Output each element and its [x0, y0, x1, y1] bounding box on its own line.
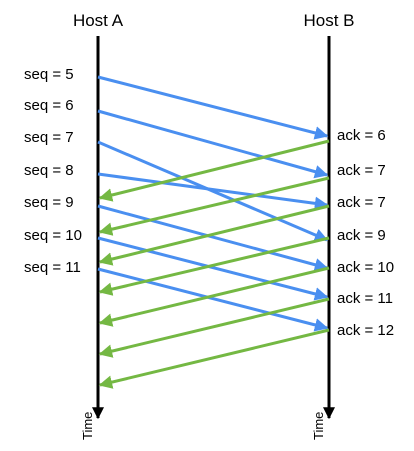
ack-label: ack = 12: [337, 322, 394, 339]
segment-seq-10: [97, 236, 329, 301]
ack-label: ack = 9: [337, 227, 386, 244]
ack-label: ack = 6: [337, 127, 386, 144]
seq-label: seq = 11: [24, 259, 81, 276]
ack-label: ack = 7: [337, 194, 386, 211]
host-a-time-label: Time: [80, 412, 95, 440]
ack-arrow-3: [98, 204, 330, 266]
seq-label: seq = 9: [24, 194, 74, 211]
segment-seq-9: [97, 204, 329, 272]
seq-label: seq = 5: [24, 66, 74, 83]
host-b-title: Host B: [303, 11, 354, 30]
ack-arrow-2: [98, 176, 330, 236]
seq-label: seq = 7: [24, 129, 74, 146]
segment-seq-6: [97, 109, 329, 179]
segment-seq-11: [97, 267, 329, 332]
ack-arrow-7: [98, 328, 330, 389]
seq-label: seq = 10: [24, 227, 82, 244]
ack-segments: [98, 139, 330, 389]
ack-arrow-1: [98, 139, 330, 202]
seq-label: seq = 6: [24, 97, 74, 114]
ack-arrow-4: [98, 236, 330, 296]
data-segments: [97, 75, 329, 332]
segment-seq-8: [97, 172, 329, 211]
seq-labels: seq = 5 seq = 6 seq = 7 seq = 8 seq = 9 …: [24, 66, 82, 276]
ack-arrow-5: [98, 266, 330, 327]
host-b-time-label: Time: [311, 412, 326, 440]
ack-labels: ack = 6 ack = 7 ack = 7 ack = 9 ack = 10…: [337, 127, 394, 339]
ack-label: ack = 10: [337, 259, 394, 276]
segment-seq-5: [97, 75, 329, 140]
ack-label: ack = 7: [337, 162, 386, 179]
ack-arrow-6: [98, 297, 330, 358]
seq-label: seq = 8: [24, 162, 74, 179]
ack-label: ack = 11: [337, 290, 393, 307]
host-a-title: Host A: [73, 11, 124, 30]
